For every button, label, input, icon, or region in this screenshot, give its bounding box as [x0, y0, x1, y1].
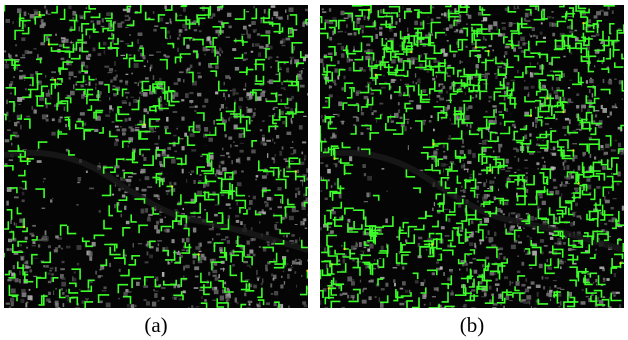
panel-caption-a: (a) [144, 313, 168, 337]
corner-detections [4, 5, 308, 308]
aerial-image-panel-b [320, 5, 624, 308]
panel-caption-b: (b) [459, 313, 485, 337]
building-texture [320, 5, 624, 308]
aerial-image-a [4, 5, 308, 308]
aerial-image-b [320, 5, 624, 308]
building-texture [4, 5, 308, 308]
aerial-image-panel-a [4, 5, 308, 308]
corner-detections [320, 5, 624, 308]
